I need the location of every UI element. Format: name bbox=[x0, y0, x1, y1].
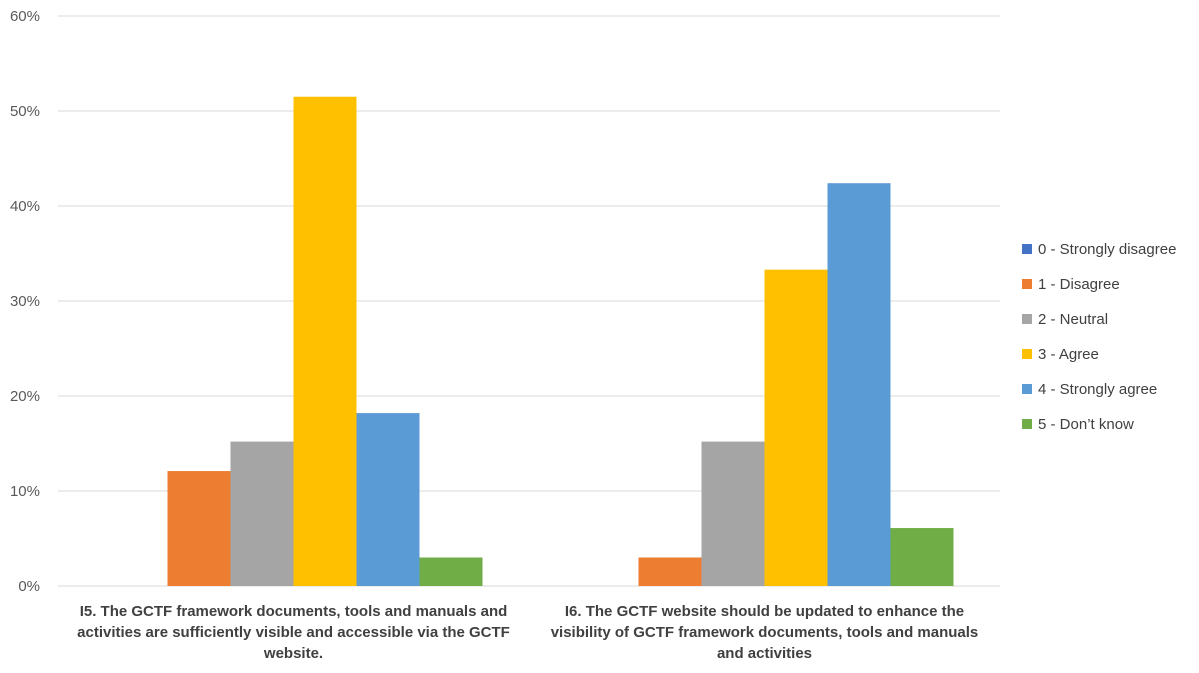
legend-label: 1 - Disagree bbox=[1038, 276, 1120, 293]
legend-label: 0 - Strongly disagree bbox=[1038, 241, 1176, 258]
y-tick-label: 40% bbox=[10, 198, 40, 215]
bar-1-1-disagree bbox=[167, 471, 231, 586]
y-tick-label: 10% bbox=[10, 483, 40, 500]
legend-swatch bbox=[1022, 279, 1032, 289]
bar-1-5-don-t-know bbox=[419, 557, 483, 586]
x-category-label: website. bbox=[263, 645, 323, 662]
x-axis-category-labels: I5. The GCTF framework documents, tools … bbox=[77, 603, 978, 662]
legend-swatch bbox=[1022, 419, 1032, 429]
y-tick-label: 20% bbox=[10, 388, 40, 405]
bar-1-4-strongly-agree bbox=[356, 413, 420, 586]
y-tick-label: 30% bbox=[10, 293, 40, 310]
legend: 0 - Strongly disagree 1 - Disagree 2 - Neu… bbox=[1022, 241, 1176, 433]
bar-2-5-don-t-know bbox=[890, 528, 954, 586]
bars bbox=[167, 96, 954, 586]
bar-2-2-neutral bbox=[701, 441, 765, 586]
legend-label: 3 - Agree bbox=[1038, 346, 1099, 363]
legend-swatch bbox=[1022, 349, 1032, 359]
y-tick-label: 0% bbox=[18, 578, 40, 595]
y-tick-label: 50% bbox=[10, 103, 40, 120]
x-category-label: activities are sufficiently visible and … bbox=[77, 624, 510, 641]
legend-swatch bbox=[1022, 384, 1032, 394]
legend-swatch bbox=[1022, 314, 1032, 324]
legend-label: 2 - Neutral bbox=[1038, 311, 1108, 328]
x-category-label: visibility of GCTF framework documents, … bbox=[551, 624, 979, 641]
x-category-label: I6. The GCTF website should be updated t… bbox=[565, 603, 964, 620]
bar-2-3-agree bbox=[764, 269, 828, 586]
legend-label: 5 - Don’t know bbox=[1038, 416, 1134, 433]
legend-swatch bbox=[1022, 244, 1032, 254]
y-axis-tick-labels: 0% 10% 20% 30% 40% 50% 60% bbox=[10, 8, 40, 595]
bar-2-4-strongly-agree bbox=[827, 183, 891, 586]
bar-1-2-neutral bbox=[230, 441, 294, 586]
bar-1-3-agree bbox=[293, 96, 357, 586]
bar-2-1-disagree bbox=[638, 557, 702, 586]
x-category-label: I5. The GCTF framework documents, tools … bbox=[80, 603, 508, 620]
y-tick-label: 60% bbox=[10, 8, 40, 25]
x-category-label: and activities bbox=[717, 645, 812, 662]
legend-label: 4 - Strongly agree bbox=[1038, 381, 1157, 398]
